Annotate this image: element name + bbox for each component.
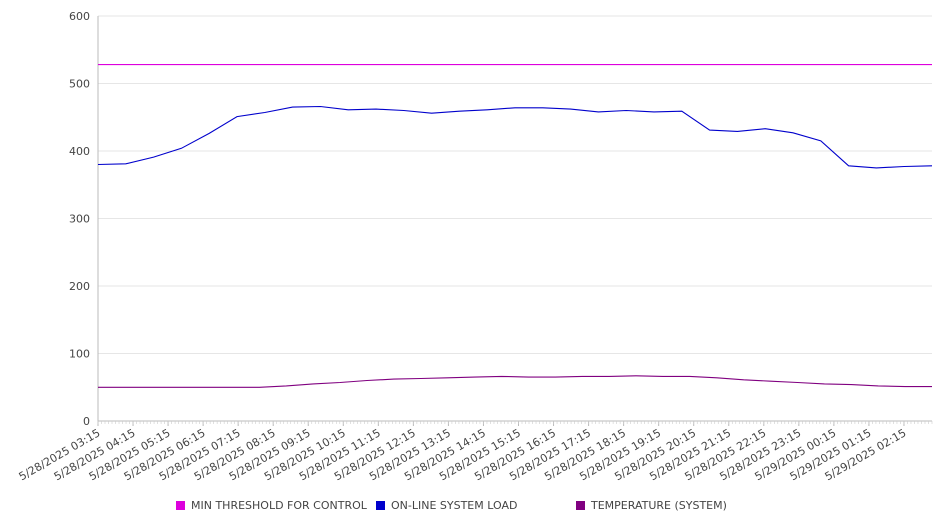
legend-swatch-load bbox=[376, 501, 385, 510]
legend: MIN THRESHOLD FOR CONTROL ON-LINE SYSTEM… bbox=[0, 499, 946, 513]
legend-item-load[interactable]: ON-LINE SYSTEM LOAD bbox=[376, 499, 517, 512]
y-tick-label: 100 bbox=[69, 348, 90, 361]
series-line-load bbox=[97, 105, 933, 169]
grid-lines bbox=[98, 15, 932, 354]
y-tick-label: 0 bbox=[83, 415, 90, 428]
y-tick-label: 200 bbox=[69, 280, 90, 293]
x-minor-ticks bbox=[97, 421, 933, 426]
legend-label-load: ON-LINE SYSTEM LOAD bbox=[391, 499, 518, 512]
y-tick-label: 300 bbox=[69, 213, 90, 226]
y-tick-label: 400 bbox=[69, 145, 90, 158]
series-lines bbox=[97, 64, 933, 388]
legend-label-temperature: TEMPERATURE (SYSTEM) bbox=[591, 499, 727, 512]
y-tick-labels: 0 100 200 300 400 500 600 bbox=[69, 10, 90, 428]
legend-swatch-threshold bbox=[176, 501, 185, 510]
series-line-temperature bbox=[98, 375, 932, 388]
legend-swatch-temperature bbox=[576, 501, 585, 510]
legend-item-threshold[interactable]: MIN THRESHOLD FOR CONTROL bbox=[176, 499, 367, 512]
legend-label-threshold: MIN THRESHOLD FOR CONTROL bbox=[191, 499, 367, 512]
y-tick-label: 500 bbox=[69, 78, 90, 91]
y-tick-label: 600 bbox=[69, 10, 90, 23]
x-tick-labels: 5/28/2025 03:155/28/2025 04:155/28/2025 … bbox=[17, 426, 909, 483]
legend-item-temperature[interactable]: TEMPERATURE (SYSTEM) bbox=[576, 499, 727, 512]
